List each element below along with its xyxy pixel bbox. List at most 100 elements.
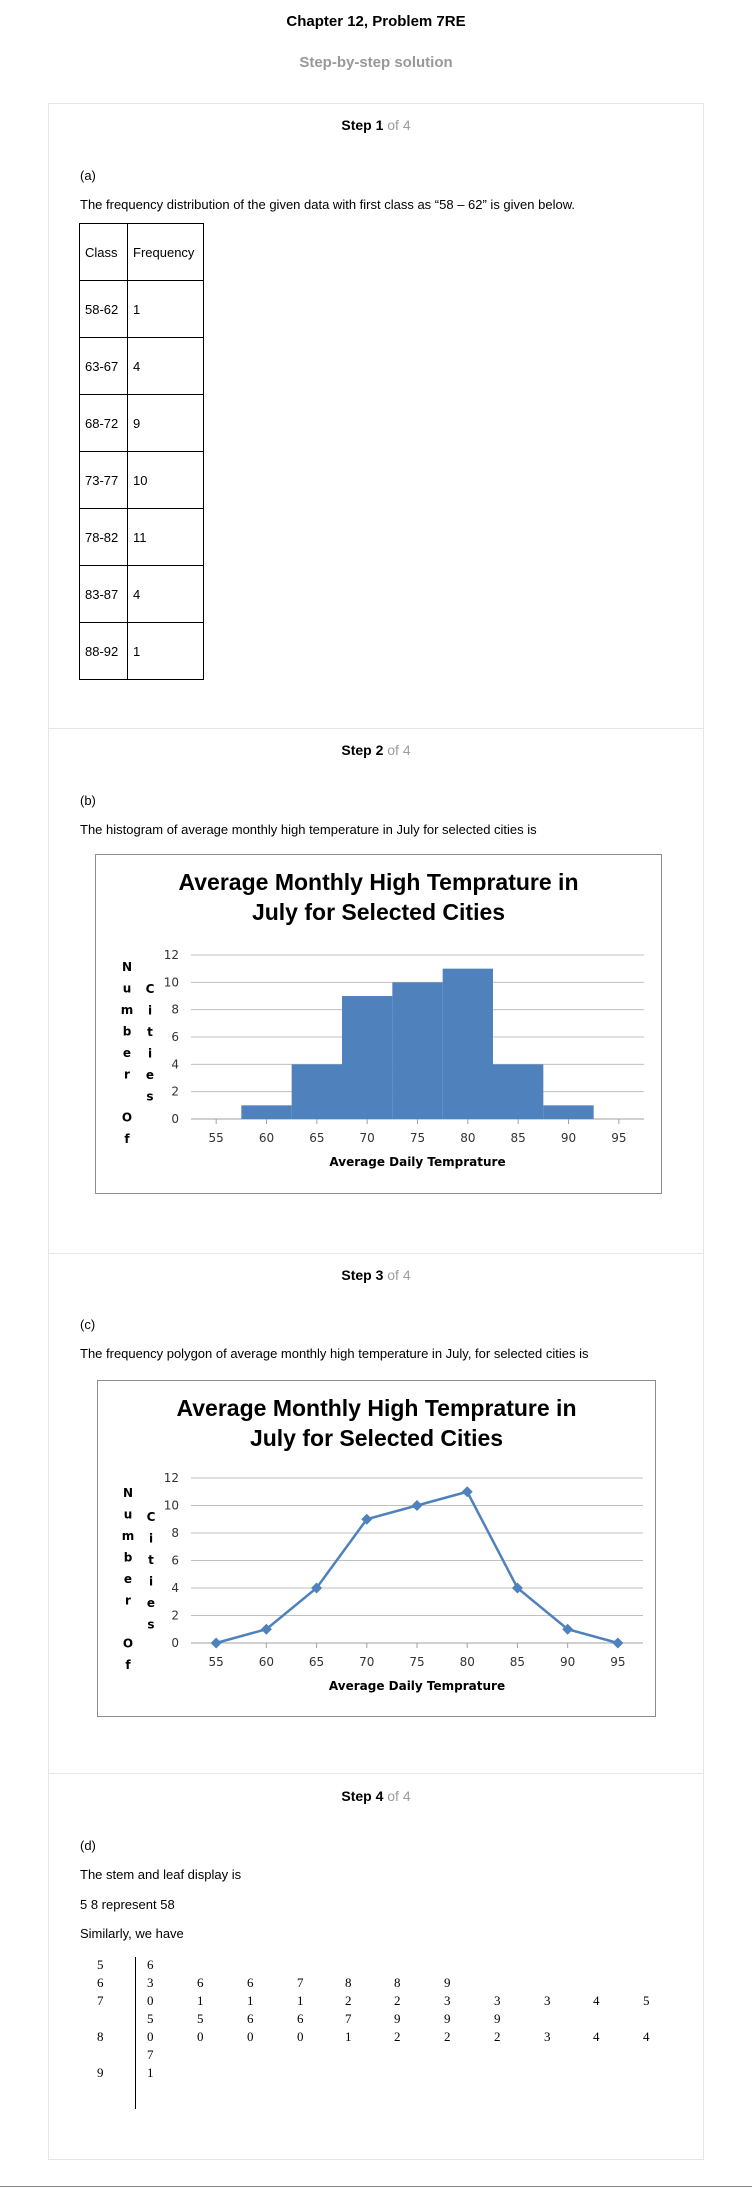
leaf-value: 1: [297, 1993, 304, 2008]
class-cell: 83-87: [79, 565, 128, 623]
chart-title-line: Average Monthly High Temprature in: [177, 1395, 577, 1421]
class-cell: 88-92: [79, 622, 128, 680]
stem-value: 5: [97, 1957, 104, 1972]
class-cell: 78-82: [79, 508, 128, 566]
y-axis-label-letter: t: [147, 1025, 153, 1039]
y-axis-label-letter: O: [123, 1637, 133, 1651]
y-axis-label-letter: e: [124, 1572, 132, 1586]
leaf-value: 0: [147, 2029, 154, 2044]
table-row: 83-87 4: [79, 565, 204, 623]
leaf-value: 1: [197, 1993, 204, 2008]
histogram-svg: Average Monthly High Temprature in July f…: [121, 869, 644, 1169]
x-tick-label: 80: [460, 1131, 475, 1145]
step-4-header: Step 4 of 4: [48, 1788, 704, 1804]
histogram-chart: Average Monthly High Temprature in July f…: [95, 854, 662, 1194]
step-3-text: The frequency polygon of average monthly…: [80, 1346, 589, 1361]
table-row: 63-67 4: [79, 337, 204, 395]
x-tick-label: 80: [460, 1655, 475, 1669]
step-4-label: Step 4: [341, 1788, 384, 1804]
data-point-marker: [361, 1513, 373, 1525]
y-tick-label: 6: [171, 1554, 179, 1568]
chart-title-line: July for Selected Cities: [252, 899, 505, 925]
page-subtitle: Step-by-step solution: [299, 54, 453, 71]
y-tick-label: 10: [164, 975, 179, 989]
histogram-bar: [493, 1064, 544, 1119]
table-header-row: Class Frequency: [79, 223, 204, 281]
y-axis-label-letter: N: [123, 1486, 133, 1500]
leaf-value: 7: [297, 1975, 304, 1990]
class-cell: 73-77: [79, 451, 128, 509]
step-4-part: (d): [80, 1838, 96, 1853]
y-axis-label-letter: i: [148, 1047, 152, 1061]
step-3-of: of 4: [383, 1267, 411, 1283]
step-4-of: of 4: [383, 1788, 411, 1804]
frequency-polygon-chart: Average Monthly High Temprature in July f…: [97, 1380, 656, 1717]
frequency-cell: 4: [127, 565, 204, 623]
x-tick-label: 95: [610, 1655, 625, 1669]
stem-leaf-row: 7 0 1 1 1 2 2 3 3 3 4 5: [80, 1993, 680, 2011]
table-row: 58-62 1: [79, 280, 204, 338]
data-point-marker: [461, 1486, 473, 1498]
y-axis-label-letter: i: [149, 1532, 153, 1546]
frequency-cell: 9: [127, 394, 204, 452]
stem-leaf-row: 5 5 6 6 7 9 9 9: [80, 2011, 680, 2029]
step-separator: [48, 1773, 704, 1774]
leaf-value: 3: [147, 1975, 154, 1990]
step-1-of: of 4: [383, 117, 411, 133]
step-2-text: The histogram of average monthly high te…: [80, 822, 537, 837]
leaf-value: 0: [247, 2029, 254, 2044]
solution-card: [48, 103, 704, 2160]
chart-title-line: July for Selected Cities: [250, 1425, 503, 1451]
y-axis-label-letter: m: [121, 1003, 134, 1017]
y-tick-label: 8: [171, 1003, 179, 1017]
y-axis-label-letter: e: [147, 1596, 155, 1610]
leaf-value: 5: [197, 2011, 204, 2026]
leaf-value: 6: [247, 2011, 254, 2026]
step-3-label: Step 3: [341, 1267, 384, 1283]
leaf-value: 1: [345, 2029, 352, 2044]
histogram-bar: [342, 996, 393, 1119]
x-tick-label: 90: [560, 1655, 575, 1669]
leaf-value: 9: [444, 1975, 451, 1990]
y-tick-label: 12: [164, 948, 179, 962]
stem-value: 7: [97, 1993, 104, 2008]
y-axis-label-letter: b: [123, 1025, 132, 1039]
y-axis-label-letter: i: [148, 1004, 152, 1018]
class-cell: 68-72: [79, 394, 128, 452]
step-separator: [48, 1253, 704, 1254]
frequency-cell: 11: [127, 508, 204, 566]
leaf-value: 3: [544, 2029, 551, 2044]
y-axis-label-letter: C: [147, 1510, 156, 1524]
step-1-text: The frequency distribution of the given …: [80, 197, 575, 212]
y-axis-label-letter: r: [125, 1594, 131, 1608]
step-4-similarly-text: Similarly, we have: [80, 1926, 184, 1941]
class-cell: 63-67: [79, 337, 128, 395]
y-tick-label: 6: [171, 1030, 179, 1044]
y-axis-label-letter: e: [123, 1046, 131, 1060]
stem-value: 9: [97, 2065, 104, 2080]
leaf-value: 4: [643, 2029, 650, 2044]
leaf-value: 6: [197, 1975, 204, 1990]
x-tick-label: 55: [209, 1131, 224, 1145]
y-axis-label-letter: O: [122, 1111, 132, 1125]
leaf-value: 4: [593, 1993, 600, 2008]
y-axis-label-letter: i: [149, 1575, 153, 1589]
leaf-value: 5: [147, 2011, 154, 2026]
y-axis-label-letter: e: [146, 1068, 154, 1082]
step-3-header: Step 3 of 4: [48, 1267, 704, 1283]
leaf-value: 0: [197, 2029, 204, 2044]
x-tick-label: 60: [259, 1655, 274, 1669]
leaf-value: 1: [247, 1993, 254, 2008]
x-axis-label: Average Daily Temprature: [329, 1155, 505, 1169]
step-2-of: of 4: [383, 742, 411, 758]
y-axis-label-letter: r: [124, 1068, 130, 1082]
leaf-value: 2: [494, 2029, 501, 2044]
y-axis-label-letter: s: [147, 1618, 154, 1632]
frequency-cell: 10: [127, 451, 204, 509]
frequency-cell: 4: [127, 337, 204, 395]
step-4-key-text: 5 8 represent 58: [80, 1897, 175, 1912]
y-axis-label-letter: N: [122, 960, 132, 974]
stem-leaf-row: 7: [80, 2047, 680, 2065]
